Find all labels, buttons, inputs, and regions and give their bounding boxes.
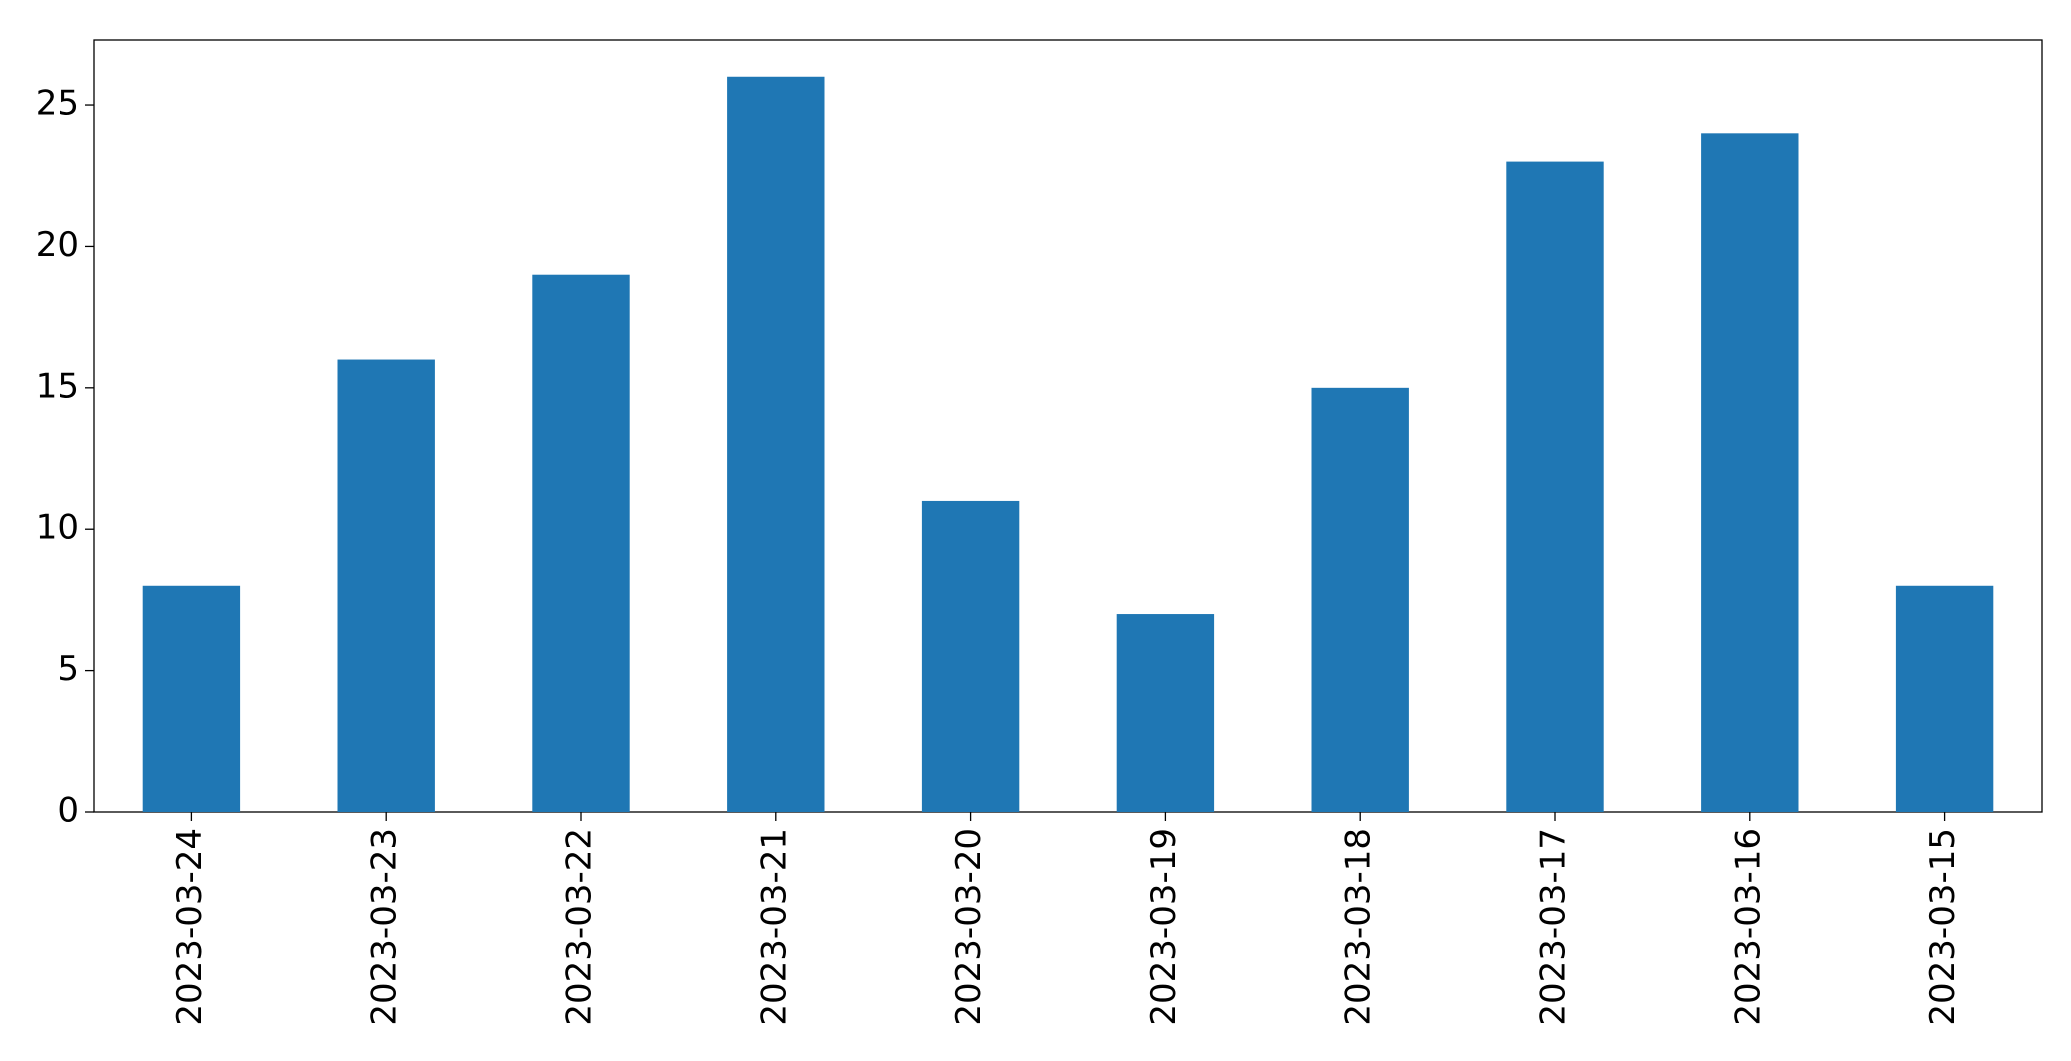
bar [532,274,630,812]
y-tick-label: 25 [36,84,79,124]
y-tick-label: 5 [57,649,79,689]
bar [1895,585,1994,812]
bar [337,359,435,812]
bar [1701,133,1799,813]
x-tick-label: 2023-03-17 [1534,828,1574,1026]
bar [727,76,825,812]
y-tick-label: 15 [36,366,79,406]
bar [1116,614,1215,812]
bar [1506,161,1604,813]
x-tick-label: 2023-03-18 [1339,828,1379,1026]
y-tick-label: 0 [57,791,79,831]
plot-frame [93,39,2043,813]
bar [1311,387,1409,812]
x-tick-label: 2023-03-20 [949,828,989,1026]
x-tick-label: 2023-03-23 [365,828,405,1026]
y-tick-label: 20 [36,225,79,265]
y-tick-label: 10 [36,508,79,548]
x-tick-label: 2023-03-21 [754,828,794,1026]
bar [921,500,1020,812]
x-tick-label: 2023-03-19 [1144,828,1184,1026]
x-tick-label: 2023-03-16 [1728,828,1768,1026]
x-tick-label: 2023-03-24 [170,828,210,1026]
x-tick-label: 2023-03-15 [1923,828,1963,1026]
bar [142,585,241,812]
x-tick-label: 2023-03-22 [560,828,600,1026]
